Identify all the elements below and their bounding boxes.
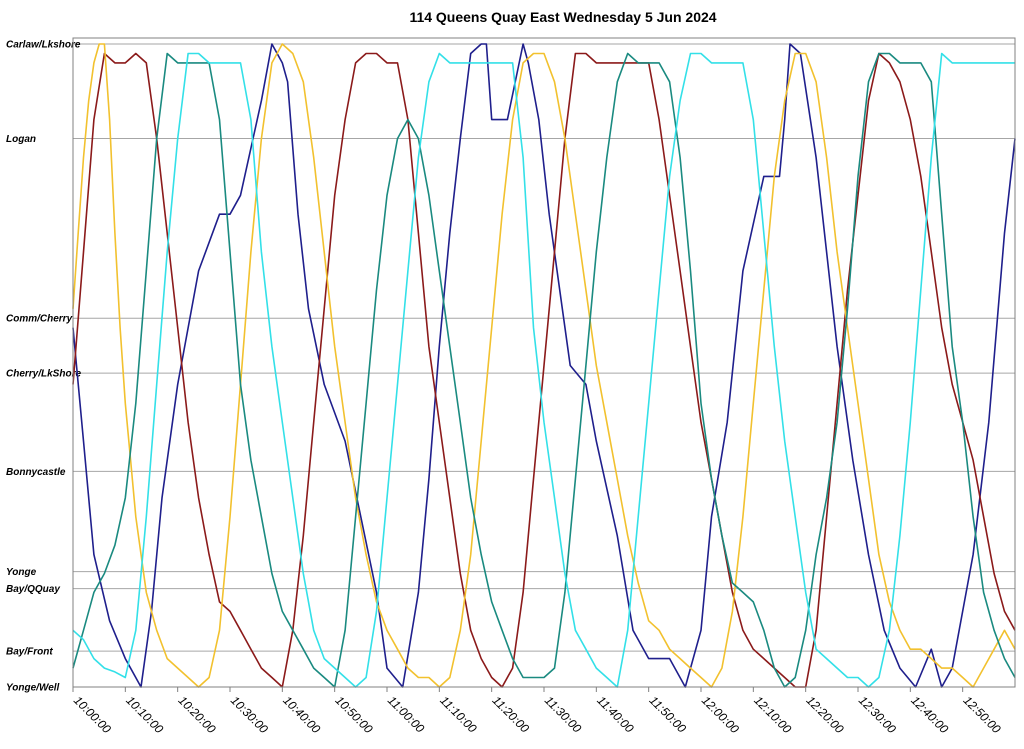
series-line-4 bbox=[72, 52, 1016, 688]
x-tick-label: 12:30:00 bbox=[856, 693, 899, 736]
series-line-1 bbox=[72, 43, 1016, 688]
x-tick-label: 11:10:00 bbox=[437, 693, 480, 736]
stop-label: Logan bbox=[6, 134, 36, 145]
series-line-3 bbox=[72, 43, 1016, 688]
x-tick-label: 10:00:00 bbox=[71, 693, 114, 736]
stop-label: Bonnycastle bbox=[6, 467, 66, 478]
time-axis: 10:00:00 10:10:00 10:20:00 10:30:00 10:40:00… bbox=[71, 687, 1004, 736]
x-tick-label: 12:40:00 bbox=[908, 693, 951, 736]
x-tick-label: 12:10:00 bbox=[751, 693, 794, 736]
stop-label: Cherry/LkShore bbox=[6, 369, 81, 380]
x-tick-label: 11:20:00 bbox=[490, 693, 533, 736]
x-tick-label: 12:00:00 bbox=[699, 693, 742, 736]
x-tick-label: 12:20:00 bbox=[804, 693, 847, 736]
stop-label: Yonge bbox=[6, 567, 37, 578]
stop-label: Yonge/Well bbox=[6, 683, 60, 694]
stop-label: Carlaw/Lkshore bbox=[6, 40, 81, 51]
series-line-2 bbox=[72, 52, 1016, 688]
stop-label: Bay/Front bbox=[6, 647, 53, 658]
x-tick-label: 11:30:00 bbox=[542, 693, 585, 736]
x-tick-label: 12:50:00 bbox=[961, 693, 1004, 736]
x-tick-label: 11:00:00 bbox=[385, 693, 428, 736]
series-line-5 bbox=[72, 52, 1015, 688]
stop-label: Bay/QQuay bbox=[6, 584, 60, 595]
x-tick-label: 11:40:00 bbox=[594, 693, 637, 736]
x-tick-label: 10:20:00 bbox=[176, 693, 219, 736]
series-lines bbox=[72, 43, 1016, 688]
x-tick-label: 10:10:00 bbox=[123, 693, 166, 736]
chart-title: 114 Queens Quay East Wednesday 5 Jun 202… bbox=[409, 9, 716, 25]
x-tick-label: 11:50:00 bbox=[647, 693, 690, 736]
stop-labels: Carlaw/Lkshore Logan Comm/Cherry Cherry/LkS… bbox=[6, 40, 81, 694]
x-tick-label: 10:40:00 bbox=[280, 693, 323, 736]
stop-label: Comm/Cherry bbox=[6, 314, 73, 325]
x-tick-label: 10:50:00 bbox=[333, 693, 376, 736]
x-tick-label: 10:30:00 bbox=[228, 693, 271, 736]
